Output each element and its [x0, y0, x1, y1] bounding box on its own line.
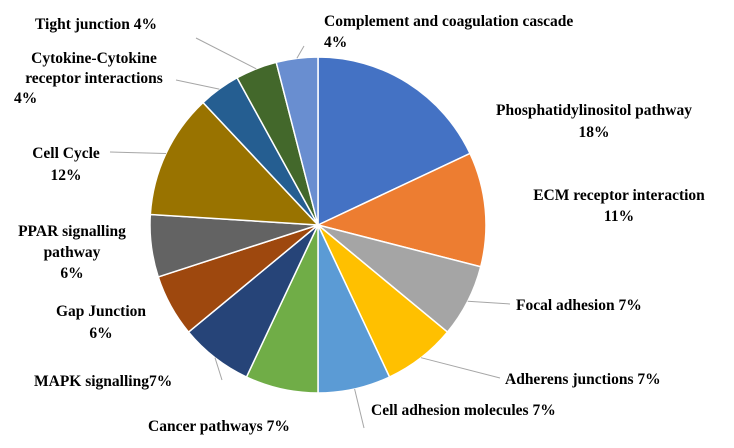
label-complement-value: 4%	[324, 34, 347, 51]
leader-line-complement-and-coagulation-cascade	[296, 45, 305, 59]
leader-line-adherens-junctions	[420, 357, 501, 379]
label-cytokine-line2: receptor interactions	[25, 70, 163, 87]
leader-line-cytokine-cytokine-receptor-interactions	[175, 79, 220, 90]
label-gap-junction-name: Gap Junction	[56, 303, 146, 320]
leader-line-cell-cycle	[109, 151, 167, 154]
label-ppar-line2: pathway	[44, 244, 101, 261]
pie-slice-ecm-receptor-interaction	[315, 152, 487, 268]
label-phosphatidylinositol-value: 18%	[579, 124, 610, 141]
leader-line-tight-junction	[195, 37, 257, 70]
label-gap-junction-value: 6%	[89, 325, 112, 342]
label-cytokine-line1: Cytokine-Cytokine	[31, 50, 157, 67]
label-tight-junction: Tight junction 4%	[35, 16, 157, 33]
label-mapk: MAPK signalling7%	[34, 373, 172, 390]
leader-line-mapk-signalling	[214, 357, 223, 381]
leader-line-focal-adhesion	[467, 300, 511, 305]
label-focal-adhesion: Focal adhesion 7%	[516, 297, 642, 314]
label-cell-adhesion-molecules: Cell adhesion molecules 7%	[371, 402, 556, 419]
label-ppar-line1: PPAR signalling	[18, 223, 126, 240]
label-phosphatidylinositol-name: Phosphatidylinositol pathway	[496, 102, 692, 119]
label-ecm-name: ECM receptor interaction	[533, 187, 705, 204]
leader-line-cell-adhesion-molecules	[354, 388, 365, 429]
label-ecm-value: 11%	[604, 208, 634, 225]
label-cell-cycle-value: 12%	[51, 167, 82, 184]
label-ppar-value: 6%	[60, 265, 83, 282]
pie-slice-complement-and-coagulation-cascade	[275, 56, 319, 226]
leader-lines	[109, 37, 511, 429]
label-cytokine-value: 4%	[14, 90, 37, 107]
pie-slice-phosphatidylinositol-pathway	[317, 56, 472, 227]
label-cell-cycle-name: Cell Cycle	[32, 145, 100, 162]
label-adherens-junctions: Adherens junctions 7%	[505, 371, 661, 388]
label-complement-name: Complement and coagulation cascade	[324, 13, 573, 30]
label-cancer-pathways: Cancer pathways 7%	[148, 418, 290, 435]
pie-slices	[149, 56, 487, 394]
